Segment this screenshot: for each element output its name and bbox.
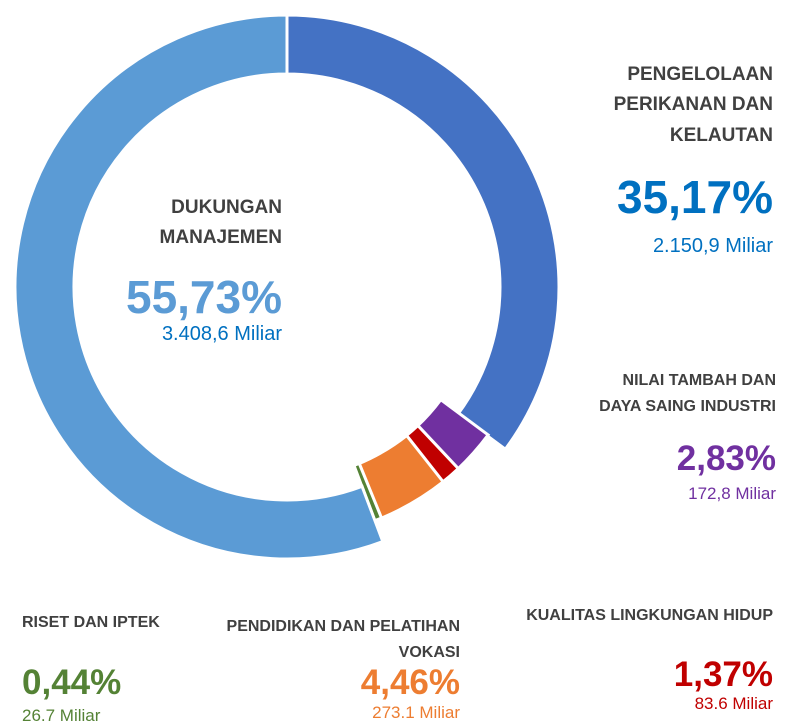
- category-label: KUALITAS LINGKUNGAN HIDUP: [526, 607, 773, 624]
- percent-label: 2,83%: [676, 439, 776, 478]
- category-label: PENGELOLAAN PERIKANAN DAN KELAUTAN: [613, 64, 773, 146]
- category-label: RISET DAN IPTEK: [22, 614, 160, 631]
- amount-label: 172,8 Miliar: [688, 484, 776, 503]
- percent-label: 1,37%: [673, 655, 773, 694]
- donut-slice: [285, 13, 561, 452]
- category-label: NILAI TAMBAH DAN DAYA SAING INDUSTRI: [599, 372, 776, 415]
- category-label: PENDIDIKAN DAN PELATIHAN VOKASI: [226, 618, 460, 661]
- percent-label: 55,73%: [125, 271, 282, 323]
- category-label: DUKUNGAN MANAJEMEN: [159, 197, 282, 249]
- amount-label: 3.408,6 Miliar: [161, 323, 282, 345]
- donut-slice: [13, 13, 385, 561]
- percent-label: 35,17%: [616, 171, 773, 223]
- donut-slice: [352, 461, 384, 523]
- percent-label: 0,44%: [22, 663, 122, 702]
- percent-label: 4,46%: [360, 663, 460, 702]
- amount-label: 83.6 Miliar: [694, 694, 773, 713]
- amount-label: 2.150,9 Miliar: [652, 235, 773, 257]
- amount-label: 273.1 Miliar: [372, 703, 460, 722]
- amount-label: 26.7 Miliar: [22, 706, 101, 725]
